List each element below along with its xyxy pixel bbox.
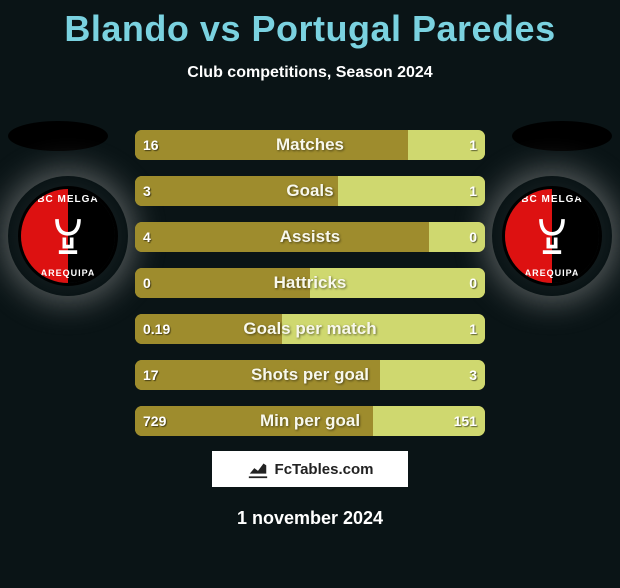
stat-label: Hattricks: [135, 268, 485, 298]
stat-row: Matches16 1: [135, 130, 485, 160]
stat-value-left: 0: [135, 268, 159, 298]
stat-label: Min per goal: [135, 406, 485, 436]
stat-label: Goals: [135, 176, 485, 206]
lyre-icon: [46, 212, 90, 256]
subtitle: Club competitions, Season 2024: [0, 64, 620, 82]
stat-label: Shots per goal: [135, 360, 485, 390]
stat-value-right: 1: [461, 314, 485, 344]
stat-value-right: 3: [461, 360, 485, 390]
stat-label: Goals per match: [135, 314, 485, 344]
stat-row: Goals per match0.19 1: [135, 314, 485, 344]
club-badge-top-text: BC MELGA: [505, 194, 599, 205]
title-player1: Blando: [64, 8, 189, 49]
stat-value-left: 16: [135, 130, 167, 160]
stat-row: Shots per goal17 3: [135, 360, 485, 390]
stat-value-left: 3: [135, 176, 159, 206]
stat-value-right: 0: [461, 268, 485, 298]
player-shadow-right: [512, 121, 612, 151]
stat-value-left: 729: [135, 406, 174, 436]
stat-value-right: 1: [461, 130, 485, 160]
stat-row: Goals3 1: [135, 176, 485, 206]
chart-icon: [247, 458, 269, 480]
player-shadow-left: [8, 121, 108, 151]
title-vs: vs: [200, 8, 241, 49]
club-badge-left: BC MELGA AREQUIPA: [18, 186, 118, 286]
brand-badge: FcTables.com: [212, 451, 408, 487]
stat-value-left: 17: [135, 360, 167, 390]
club-badge-bottom-text: AREQUIPA: [505, 268, 599, 278]
brand-text: FcTables.com: [275, 461, 374, 478]
stat-value-right: 1: [461, 176, 485, 206]
club-badge-right: BC MELGA AREQUIPA: [502, 186, 602, 286]
lyre-icon: [530, 212, 574, 256]
stat-row: Min per goal729 151: [135, 406, 485, 436]
stat-row: Assists4 0: [135, 222, 485, 252]
stat-value-right: 151: [446, 406, 485, 436]
stat-value-right: 0: [461, 222, 485, 252]
stat-value-left: 0.19: [135, 314, 178, 344]
title-player2: Portugal Paredes: [251, 8, 555, 49]
club-badge-top-text: BC MELGA: [21, 194, 115, 205]
stat-label: Matches: [135, 130, 485, 160]
stat-label: Assists: [135, 222, 485, 252]
club-badge-bottom-text: AREQUIPA: [21, 268, 115, 278]
stat-row: Hattricks0 0: [135, 268, 485, 298]
page-title: Blando vs Portugal Paredes: [0, 8, 620, 50]
stat-value-left: 4: [135, 222, 159, 252]
footer-date: 1 november 2024: [0, 508, 620, 529]
stat-bars: Matches161Goals31Assists40Hattricks00Goa…: [135, 130, 485, 452]
